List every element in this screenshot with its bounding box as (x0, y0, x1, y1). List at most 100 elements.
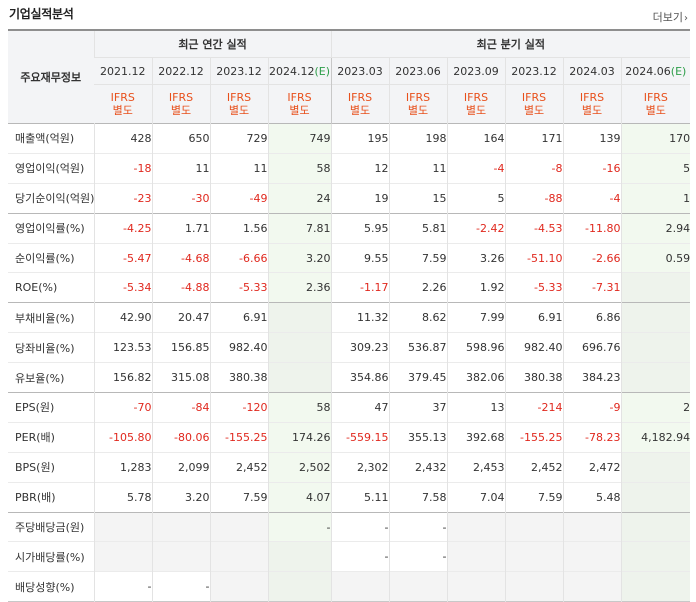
value-cell (562, 541, 622, 572)
value-cell: - (151, 571, 210, 602)
table-row: 영업이익률(%) -4.25 1.71 1.56 7.81 5.95 5.81 -2.42 -4… (8, 213, 691, 244)
value-cell: 749 (267, 123, 332, 154)
value-cell: 598.96 (446, 332, 506, 363)
value-cell: 58 (267, 392, 332, 423)
value-cell: 7.59 (504, 482, 564, 513)
value-cell: 12 (330, 153, 390, 184)
value-cell: 2.94 (620, 213, 691, 244)
value-cell: -4 (562, 183, 622, 214)
metric-label: EPS(원) (15, 401, 55, 415)
value-cell: 11 (209, 153, 268, 184)
value-cell: -105.80 (93, 422, 152, 453)
accounting-standard-header: IFRS 별도 (330, 84, 390, 124)
value-cell: 19 (330, 183, 390, 214)
value-cell: -4.25 (93, 213, 152, 244)
value-cell: - (93, 571, 152, 602)
value-cell: -155.25 (504, 422, 564, 453)
value-cell (620, 272, 691, 303)
value-cell: 392.68 (446, 422, 506, 453)
standard-label: IFRS (287, 91, 312, 104)
value-cell: -51.10 (504, 243, 564, 273)
value-cell: 982.40 (209, 332, 268, 363)
period-date: 2024.06 (625, 64, 671, 78)
table-row: BPS(원) 1,283 2,099 2,452 2,502 2,302 2,432 2,45… (8, 452, 691, 483)
more-link-label: 더보기 (652, 11, 683, 24)
value-cell (620, 302, 691, 333)
metric-label: 영업이익(억원) (15, 162, 85, 176)
value-cell: 58 (267, 153, 332, 184)
value-cell: 47 (330, 392, 390, 423)
scope-label: 별도 (349, 104, 371, 117)
period-date-header: 2022.12 (151, 57, 210, 85)
period-date-header: 2023.09 (446, 57, 506, 85)
value-cell: 3.20 (267, 243, 332, 273)
metric-label: 당좌비율(%) (15, 341, 75, 355)
metric-label: 시가배당률(%) (15, 550, 85, 564)
value-cell: 156.85 (151, 332, 210, 363)
period-date-header: 2023.12 (209, 57, 268, 85)
table-row: 순이익률(%) -5.47 -4.68 -6.66 3.20 9.55 7.59 3.26 -5… (8, 243, 691, 273)
metric-label: PBR(배) (15, 491, 56, 505)
period-date: 2023.09 (453, 64, 499, 78)
value-cell: 2,452 (209, 452, 268, 483)
value-cell: -4.88 (151, 272, 210, 303)
value-cell: -7.31 (562, 272, 622, 303)
value-cell: -18 (93, 153, 152, 184)
value-cell: -2.42 (446, 213, 506, 244)
period-date: 2023.12 (216, 64, 262, 78)
value-cell: 2.26 (388, 272, 448, 303)
scope-label: 별도 (289, 104, 310, 117)
value-cell: -4.68 (151, 243, 210, 273)
scope-label: 별도 (645, 104, 666, 117)
financial-table: 주요재무정보 최근 연간 실적 최근 분기 실적 2021.12 2022.12 2… (8, 29, 691, 602)
value-cell (504, 512, 564, 542)
value-cell: -11.80 (562, 213, 622, 244)
more-link[interactable]: 더보기› (653, 9, 688, 25)
value-cell: -9 (562, 392, 622, 423)
value-cell: -70 (93, 392, 152, 423)
value-cell: 1.71 (151, 213, 210, 244)
table-row: 당기순이익(억원) -23 -30 -49 24 19 15 5 -88 -4 1 (8, 183, 691, 214)
value-cell: 2,452 (504, 452, 564, 483)
standard-label: IFRS (405, 91, 431, 104)
value-cell: 37 (388, 392, 448, 423)
value-cell: 309.23 (330, 332, 390, 363)
value-cell: 2,502 (267, 452, 332, 483)
scope-label: 별도 (112, 104, 133, 117)
value-cell: -80.06 (151, 422, 210, 453)
value-cell (446, 571, 506, 602)
value-cell (388, 571, 448, 602)
value-cell: 428 (93, 123, 152, 154)
value-cell: 7.81 (267, 213, 332, 244)
value-cell: 5 (620, 153, 691, 184)
value-cell: 174.26 (267, 422, 332, 453)
period-date-header: 2023.06 (388, 57, 448, 85)
value-cell: -78.23 (562, 422, 622, 453)
period-date-header: 2024.12(E) (267, 57, 332, 85)
metric-label: 주당배당금(원) (15, 521, 85, 535)
value-cell: 696.76 (562, 332, 622, 363)
value-cell: 2,472 (562, 452, 622, 483)
value-cell: 315.08 (151, 362, 210, 393)
value-cell: -214 (504, 392, 564, 423)
table-row: 시가배당률(%) - - (8, 541, 691, 572)
header-group-row: 주요재무정보 최근 연간 실적 최근 분기 실적 (8, 30, 691, 124)
period-date: 2024.12 (268, 64, 315, 78)
value-cell (504, 571, 564, 602)
value-cell: - (267, 512, 332, 542)
value-cell: -120 (209, 392, 268, 423)
period-date-header: 2024.03 (562, 57, 622, 85)
value-cell (151, 512, 210, 542)
value-cell (330, 571, 390, 602)
value-cell: 2,453 (446, 452, 506, 483)
value-cell: 164 (446, 123, 506, 154)
value-cell (267, 571, 332, 602)
value-cell (620, 362, 691, 393)
value-cell: 5 (446, 183, 506, 214)
metric-label: 부채비율(%) (15, 311, 75, 325)
value-cell: 7.59 (388, 243, 448, 273)
accounting-standard-header: IFRS 별도 (562, 84, 622, 124)
value-cell: 729 (209, 123, 268, 154)
chevron-right-icon: › (684, 13, 688, 24)
value-cell: 7.04 (446, 482, 506, 513)
